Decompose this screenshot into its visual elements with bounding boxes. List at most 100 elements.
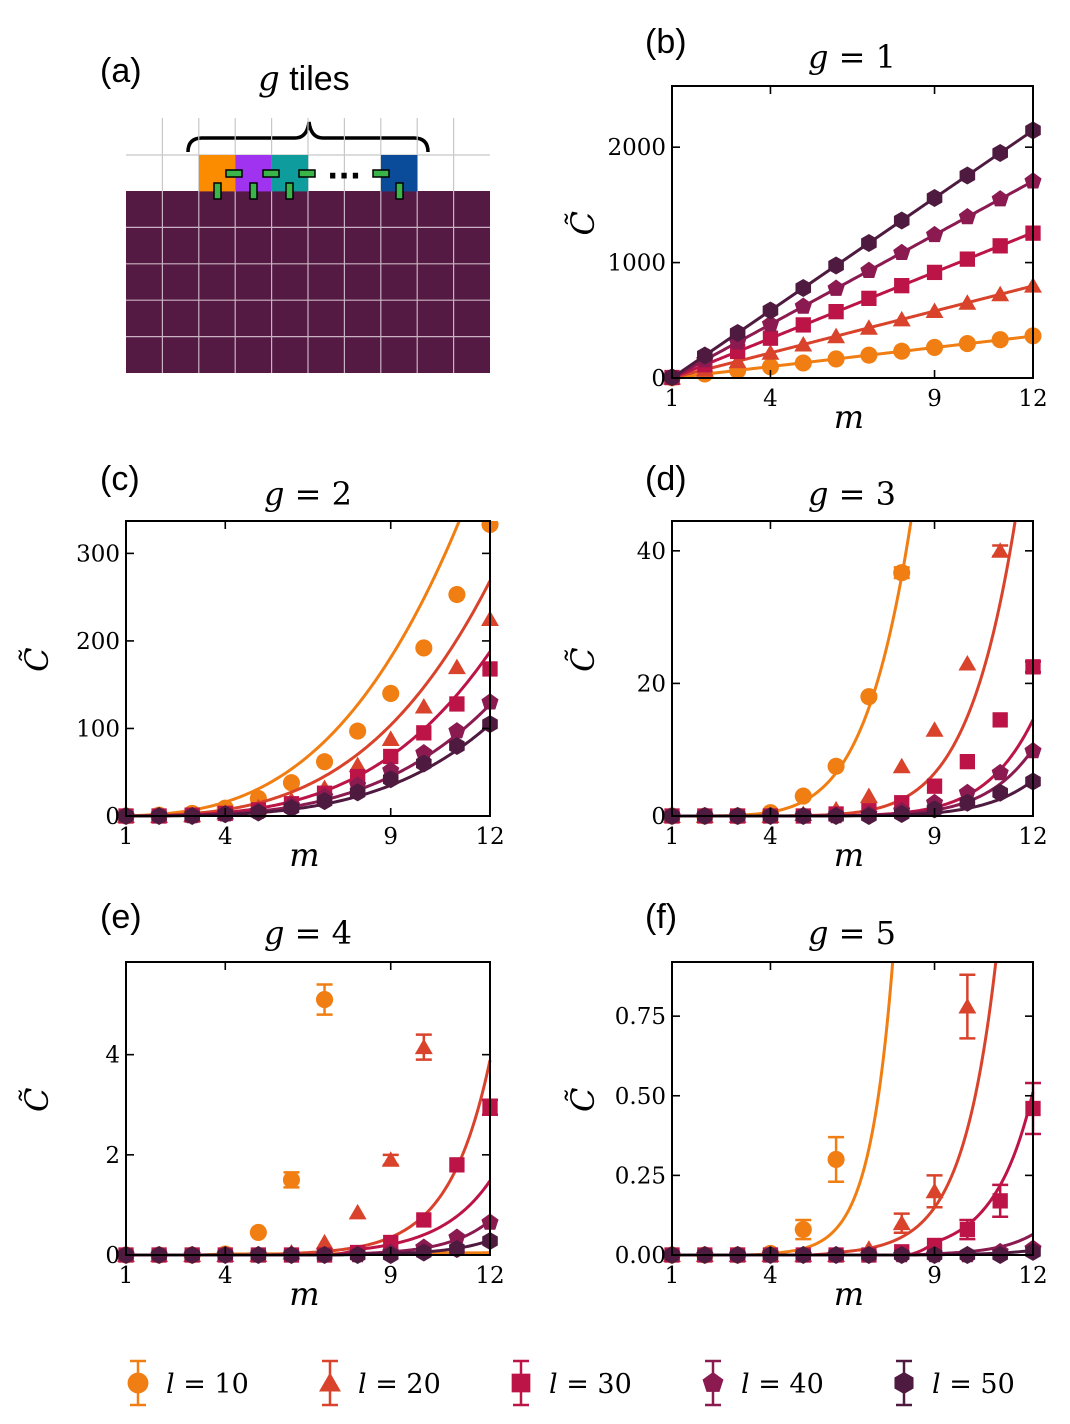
data-point (959, 793, 976, 812)
x-tick-label: 9 (927, 386, 942, 412)
data-point (991, 285, 1010, 302)
legend-label-value: = 30 (558, 1369, 632, 1400)
series-square (118, 1098, 498, 1263)
chart-title: g = 2 (264, 475, 352, 513)
data-point (958, 654, 977, 671)
series-hexagon (118, 1231, 498, 1264)
series-triangle (117, 580, 499, 823)
data-point (762, 330, 779, 346)
series-pentagon (663, 172, 1042, 385)
data-point (416, 1243, 432, 1262)
data-point (959, 1221, 976, 1238)
data-point (859, 787, 878, 804)
data-point (827, 757, 845, 775)
axes-frame (671, 961, 1034, 1256)
legend-label: l = 10 (166, 1369, 249, 1400)
y-tick-label: 0 (651, 804, 666, 830)
x-tick-label: 1 (665, 824, 680, 850)
chart-title-var: g (808, 914, 828, 952)
data-point (926, 264, 943, 281)
chart-title: g = 3 (808, 475, 896, 513)
y-tick-label: 40 (637, 539, 666, 565)
x-tick-label: 1 (665, 386, 680, 412)
series-triangle (663, 277, 1042, 385)
y-tick-label: 100 (76, 716, 120, 742)
bond-glue-horizontal (225, 169, 243, 178)
data-point (349, 783, 366, 802)
x-tick-label: 12 (475, 1263, 504, 1289)
data-point (893, 564, 911, 582)
data-point (992, 143, 1008, 162)
data-point (992, 1193, 1008, 1209)
data-point (282, 1171, 301, 1189)
panel-a-label: (a) (100, 52, 142, 90)
series-hexagon (664, 121, 1041, 387)
y-tick-label: 1000 (607, 251, 666, 277)
data-point (925, 302, 944, 319)
data-point (991, 763, 1009, 781)
x-tick-label: 12 (1018, 1263, 1047, 1289)
legend-label: l = 50 (932, 1369, 1015, 1400)
y-axis-label: C̃ (564, 647, 602, 671)
fit-line (671, 284, 1034, 380)
x-axis-label: m (289, 1275, 319, 1313)
y-tick-label: 0.25 (615, 1163, 666, 1189)
series-pentagon (663, 1232, 1042, 1263)
x-tick-label: 4 (763, 386, 778, 412)
legend-label-value: = 20 (367, 1369, 441, 1400)
legend-item: l = 50 (894, 1359, 1015, 1407)
axes-frame (125, 961, 491, 1256)
axes-frame (125, 520, 491, 817)
chart-b-g1: (b) g = 1 1 4 9 12 0 1000 2000 m C̃ (564, 23, 1048, 436)
bond-glue-vertical (285, 182, 294, 200)
data-point (892, 757, 911, 774)
legend-label-var: l (166, 1369, 175, 1400)
fit-line (126, 650, 492, 818)
x-tick-label: 12 (475, 824, 504, 850)
y-axis-label: C̃ (18, 1087, 56, 1111)
panel-label: (f) (645, 898, 677, 936)
data-point (249, 1223, 267, 1242)
y-tick-label: 2 (105, 1143, 120, 1169)
panel-label: (b) (645, 23, 687, 61)
series-square (664, 659, 1041, 824)
legend-label: l = 40 (741, 1369, 824, 1400)
legend-label-var: l (358, 1369, 367, 1400)
legend-label-value: = 40 (750, 1369, 824, 1400)
x-tick-label: 1 (665, 1263, 680, 1289)
data-point (893, 342, 911, 360)
data-point (449, 1239, 465, 1258)
legend-label: l = 30 (549, 1369, 632, 1400)
data-point (991, 190, 1009, 207)
data-point (860, 261, 878, 278)
data-point (892, 310, 911, 327)
data-point (959, 166, 976, 185)
data-point (892, 1214, 911, 1231)
bond-glue-horizontal (262, 169, 280, 178)
fit-line (125, 703, 492, 818)
data-point (926, 778, 943, 794)
plot-area (663, 121, 1042, 387)
data-point (761, 358, 780, 376)
data-point (348, 756, 367, 773)
data-point (991, 331, 1009, 349)
data-point (447, 658, 466, 675)
legend-label-var: l (549, 1369, 558, 1400)
data-point (859, 319, 878, 335)
legend-item: l = 20 (319, 1359, 441, 1407)
data-point (416, 754, 432, 773)
x-tick-label: 1 (119, 824, 134, 850)
data-point (728, 352, 747, 369)
data-point (382, 684, 400, 702)
series-hexagon (664, 772, 1041, 825)
data-point (316, 792, 333, 811)
x-tick-label: 12 (1018, 824, 1047, 850)
data-point (828, 303, 844, 320)
legend-label-var: l (741, 1369, 750, 1400)
data-point (315, 991, 334, 1009)
series-circle (117, 983, 491, 1264)
bond-glue-vertical (395, 182, 404, 200)
legend-label: l = 20 (358, 1369, 441, 1400)
data-point (861, 233, 877, 252)
